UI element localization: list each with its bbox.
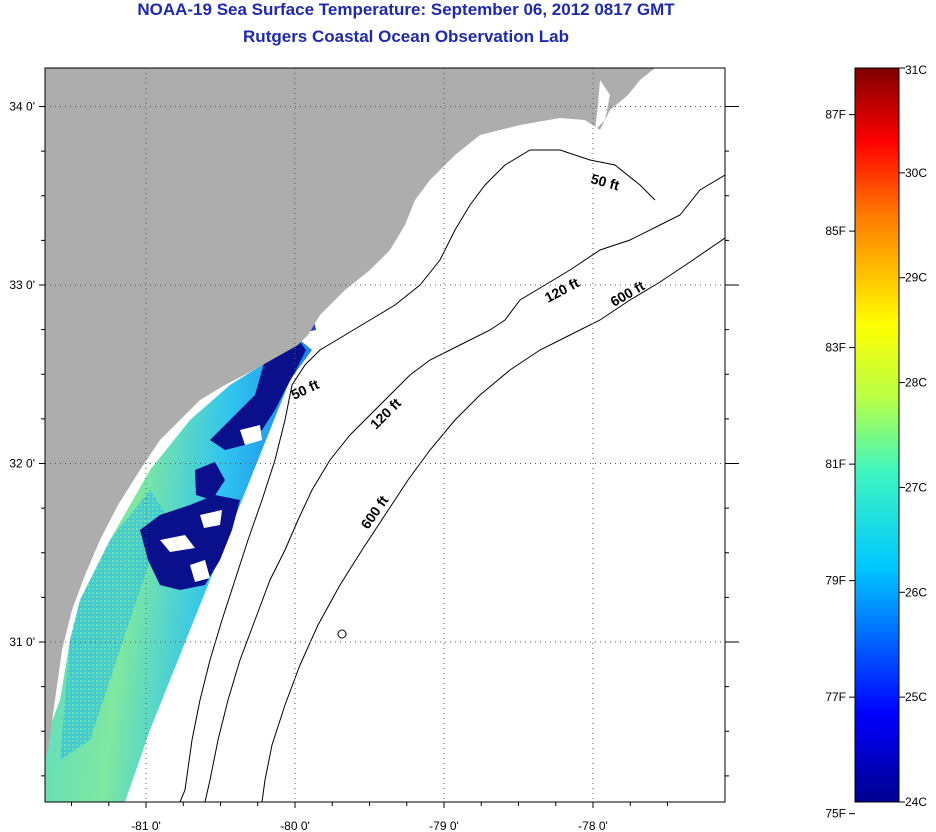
lon-tick-label: -80 0': [280, 819, 310, 832]
contour-120ft: [204, 174, 725, 802]
lon-tick-label: -78 0': [578, 819, 608, 832]
colorbar-fahrenheit-label: 81F: [825, 457, 846, 471]
lon-tick-label: -79 0': [429, 819, 459, 832]
cold-patch-north: [210, 342, 306, 450]
sst-swath-texture: [60, 490, 170, 760]
cold-patch-small: [195, 462, 225, 500]
colorbar-celsius-label: 25C: [905, 690, 927, 704]
contour-50ft: [179, 149, 656, 802]
map-subtitle: Rutgers Coastal Ocean Observation Lab: [243, 27, 569, 46]
colorbar-fahrenheit-label: 85F: [825, 224, 846, 238]
colorbar-celsius-label: 30C: [905, 166, 927, 180]
lat-tick-label: 31 0': [9, 635, 35, 649]
colorbar-fahrenheit-label: 83F: [825, 341, 846, 355]
land-inlet: [595, 80, 610, 130]
colorbar-celsius-label: 24C: [905, 795, 927, 809]
map-title: NOAA-19 Sea Surface Temperature: Septemb…: [137, 0, 675, 19]
lat-tick-label: 33 0': [9, 278, 35, 292]
plot-frame: [44, 67, 726, 803]
lon-tick-label: -81 0': [131, 819, 161, 832]
colorbar-fahrenheit-label: 79F: [825, 574, 846, 588]
cloud-fragments: [160, 425, 262, 582]
lat-tick-label: 34 0': [9, 100, 35, 114]
contour-600ft: [261, 237, 725, 802]
land-mass: [45, 68, 655, 760]
colorbar-fahrenheit-label: 75F: [825, 807, 846, 821]
lat-tick-label: 32 0': [9, 457, 35, 471]
colorbar-celsius-label: 31C: [905, 63, 927, 77]
colorbar: [854, 67, 900, 803]
colorbar-celsius-label: 28C: [905, 376, 927, 390]
contour-label: 50 ft: [589, 170, 621, 193]
colorbar-celsius-label: 27C: [905, 480, 927, 494]
colorbar-fahrenheit-label: 87F: [825, 108, 846, 122]
colorbar-celsius-label: 29C: [905, 271, 927, 285]
colorbar-fahrenheit-label: 77F: [825, 690, 846, 704]
colorbar-celsius-label: 26C: [905, 585, 927, 599]
contour-seamount: [337, 629, 347, 639]
